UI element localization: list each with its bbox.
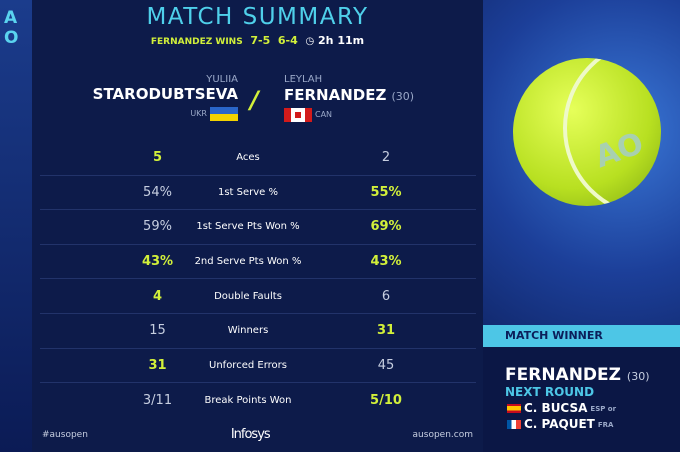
country-code: CAN bbox=[315, 110, 333, 119]
spain-flag-icon bbox=[507, 404, 521, 413]
stat-value: 31 bbox=[376, 323, 396, 339]
sponsor-logo: Infosys bbox=[230, 427, 271, 442]
right-value: 2 bbox=[336, 150, 476, 165]
stat-label: 1st Serve Pts Won % bbox=[196, 221, 300, 233]
stat-label: Aces bbox=[236, 152, 260, 164]
next-opponent: C. PAQUET FRA bbox=[507, 417, 616, 431]
stats-table: 5 Aces 2 54% 1st Serve % 55% 59% 1st Serve… bbox=[40, 141, 476, 418]
stat-value: 55% bbox=[370, 184, 402, 200]
country-code: UKR bbox=[190, 109, 207, 118]
stat-value: 69% bbox=[370, 219, 402, 235]
website-link: ausopen.com bbox=[412, 430, 473, 440]
left-value: 31 bbox=[40, 358, 240, 373]
stat-value: 43% bbox=[370, 254, 402, 270]
left-value: 15 bbox=[40, 323, 240, 338]
tennis-ball-image: AO bbox=[483, 0, 680, 325]
stat-row: 31 Unforced Errors 45 bbox=[40, 349, 476, 384]
left-value: 43% bbox=[40, 254, 240, 269]
right-value: 43% bbox=[336, 254, 476, 269]
right-value: 5/10 bbox=[336, 393, 476, 408]
stat-value: 4 bbox=[152, 288, 163, 304]
right-value: 31 bbox=[336, 323, 476, 338]
france-flag-icon bbox=[507, 420, 521, 429]
player-first-name: YULIIA bbox=[206, 74, 238, 85]
stat-value: 45 bbox=[377, 357, 395, 373]
stat-row: 15 Winners 31 bbox=[40, 314, 476, 349]
canada-flag-icon bbox=[284, 107, 312, 122]
tennis-ball-icon: AO bbox=[513, 58, 661, 206]
set-score: 7-5 bbox=[250, 34, 271, 47]
match-duration: 2h 11m bbox=[318, 34, 365, 47]
country-code: ESP or bbox=[590, 404, 617, 413]
player-right: LEYLAH FERNANDEZ (30) CAN bbox=[284, 74, 414, 123]
next-opponent: C. BUCSA ESP or bbox=[507, 401, 619, 415]
stat-value: 54% bbox=[143, 184, 172, 200]
stat-row: 43% 2nd Serve Pts Won % 43% bbox=[40, 245, 476, 280]
player-left: YULIIA STARODUBTSEVA UKR bbox=[93, 74, 238, 122]
left-value: 4 bbox=[40, 289, 240, 304]
stat-row: 4 Double Faults 6 bbox=[40, 279, 476, 314]
left-value: 59% bbox=[40, 219, 240, 234]
stat-label: Unforced Errors bbox=[209, 359, 287, 371]
stat-row: 3/11 Break Points Won 5/10 bbox=[40, 383, 476, 418]
page-title: MATCH SUMMARY bbox=[146, 4, 369, 30]
clock-icon: ◷ bbox=[305, 36, 315, 47]
hashtag: #ausopen bbox=[42, 430, 88, 440]
stat-value: 31 bbox=[148, 357, 167, 373]
match-winner-heading: MATCH WINNER bbox=[483, 325, 680, 347]
player-seed: (30) bbox=[391, 90, 415, 103]
winner-name: FERNANDEZ (30) bbox=[505, 365, 650, 385]
opponent-name: C. PAQUET bbox=[524, 417, 595, 431]
set-score: 6-4 bbox=[277, 34, 298, 47]
winner-last-name: FERNANDEZ bbox=[505, 365, 621, 385]
stat-value: 43% bbox=[141, 254, 174, 270]
stat-label: 2nd Serve Pts Won % bbox=[194, 256, 302, 268]
stat-value: 59% bbox=[143, 219, 172, 235]
stat-label: Winners bbox=[227, 325, 269, 337]
next-round-label: NEXT ROUND bbox=[505, 385, 595, 399]
ukraine-flag-icon bbox=[210, 106, 238, 121]
right-value: 6 bbox=[336, 289, 476, 304]
left-value: 3/11 bbox=[40, 393, 240, 408]
footer: #ausopen Infosys ausopen.com bbox=[42, 427, 473, 442]
players-header: YULIIA STARODUBTSEVA UKR / LEYLAH FERNAN… bbox=[32, 74, 483, 124]
stat-value: 2 bbox=[381, 150, 391, 166]
left-value: 54% bbox=[40, 185, 240, 200]
stat-value: 6 bbox=[381, 288, 391, 304]
player-last-name: FERNANDEZ bbox=[284, 86, 387, 104]
right-value: 45 bbox=[336, 358, 476, 373]
stat-value: 5 bbox=[152, 150, 163, 166]
result-text: FERNANDEZ WINS bbox=[150, 37, 243, 47]
stat-value: 15 bbox=[149, 323, 166, 339]
stat-label: 1st Serve % bbox=[217, 186, 279, 198]
versus-slash: / bbox=[250, 86, 259, 114]
right-value: 69% bbox=[336, 219, 476, 234]
stat-row: 54% 1st Serve % 55% bbox=[40, 176, 476, 211]
stat-label: Double Faults bbox=[214, 290, 282, 302]
country-code: FRA bbox=[597, 420, 614, 429]
winner-panel: AO MATCH WINNER FERNANDEZ (30) NEXT ROUN… bbox=[483, 0, 680, 452]
left-value: 5 bbox=[40, 150, 240, 165]
opponent-name: C. BUCSA bbox=[524, 401, 588, 415]
player-first-name: LEYLAH bbox=[284, 74, 323, 85]
winner-seed: (30) bbox=[626, 370, 650, 383]
match-summary-panel: MATCH SUMMARY FERNANDEZ WINS 7-5 6-4 ◷ 2… bbox=[32, 0, 483, 452]
match-result: FERNANDEZ WINS 7-5 6-4 ◷ 2h 11m bbox=[32, 34, 483, 47]
right-value: 55% bbox=[336, 185, 476, 200]
stat-value: 3/11 bbox=[142, 392, 173, 408]
stat-label: Break Points Won bbox=[204, 394, 292, 406]
stat-row: 59% 1st Serve Pts Won % 69% bbox=[40, 210, 476, 245]
stat-value: 5/10 bbox=[370, 392, 402, 408]
stat-row: 5 Aces 2 bbox=[40, 141, 476, 176]
player-last-name: STARODUBTSEVA bbox=[92, 85, 238, 103]
